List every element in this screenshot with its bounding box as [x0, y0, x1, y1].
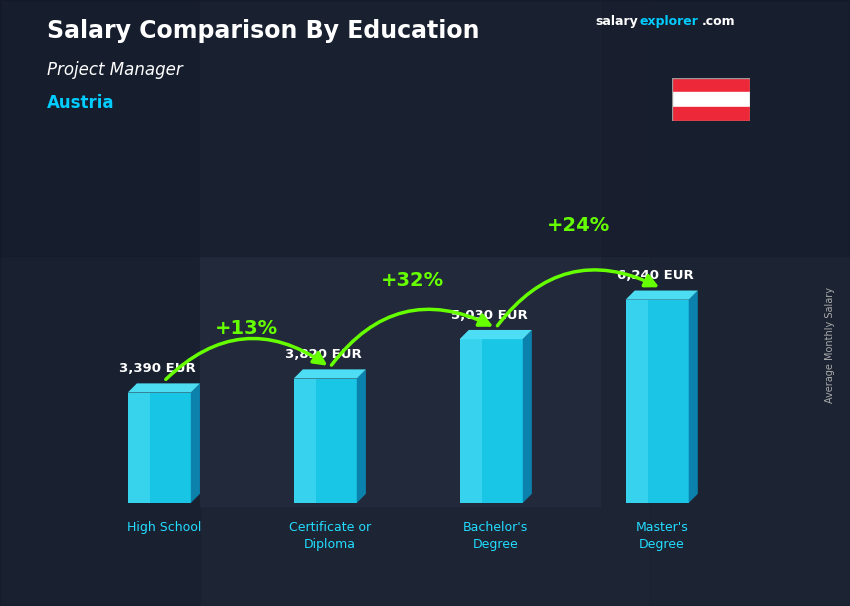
Bar	[672, 78, 750, 92]
Bar	[200, 0, 600, 506]
Text: High School: High School	[127, 521, 201, 534]
Polygon shape	[626, 300, 648, 503]
Polygon shape	[688, 290, 698, 503]
Bar	[0, 0, 200, 606]
Text: 5,030 EUR: 5,030 EUR	[451, 309, 528, 322]
Polygon shape	[523, 330, 532, 503]
Polygon shape	[460, 339, 482, 503]
Polygon shape	[294, 370, 366, 379]
Text: Certificate or
Diploma: Certificate or Diploma	[289, 521, 371, 551]
Polygon shape	[294, 379, 357, 503]
Polygon shape	[294, 379, 315, 503]
Polygon shape	[357, 370, 366, 503]
Polygon shape	[128, 393, 150, 503]
Text: Master's
Degree: Master's Degree	[635, 521, 688, 551]
Text: .com: .com	[702, 15, 736, 28]
Text: 3,390 EUR: 3,390 EUR	[120, 362, 196, 375]
Polygon shape	[128, 384, 200, 393]
Text: +24%: +24%	[547, 216, 610, 235]
Text: +32%: +32%	[381, 271, 445, 290]
Bar	[650, 0, 850, 606]
Text: explorer: explorer	[639, 15, 698, 28]
Text: Bachelor's
Degree: Bachelor's Degree	[463, 521, 529, 551]
Text: 6,240 EUR: 6,240 EUR	[617, 270, 694, 282]
Bar	[672, 92, 750, 107]
Polygon shape	[626, 300, 689, 503]
Text: Austria: Austria	[47, 94, 114, 112]
Text: Salary Comparison By Education: Salary Comparison By Education	[47, 19, 479, 44]
Text: 3,820 EUR: 3,820 EUR	[286, 348, 362, 361]
Text: +13%: +13%	[215, 319, 279, 338]
Bar	[0, 0, 850, 256]
Bar	[672, 107, 750, 121]
Text: salary: salary	[595, 15, 638, 28]
Text: Project Manager: Project Manager	[47, 61, 183, 79]
Polygon shape	[128, 393, 190, 503]
Text: Average Monthly Salary: Average Monthly Salary	[824, 287, 835, 404]
Polygon shape	[626, 290, 698, 300]
Polygon shape	[460, 339, 523, 503]
Polygon shape	[190, 384, 200, 503]
Polygon shape	[460, 330, 532, 339]
